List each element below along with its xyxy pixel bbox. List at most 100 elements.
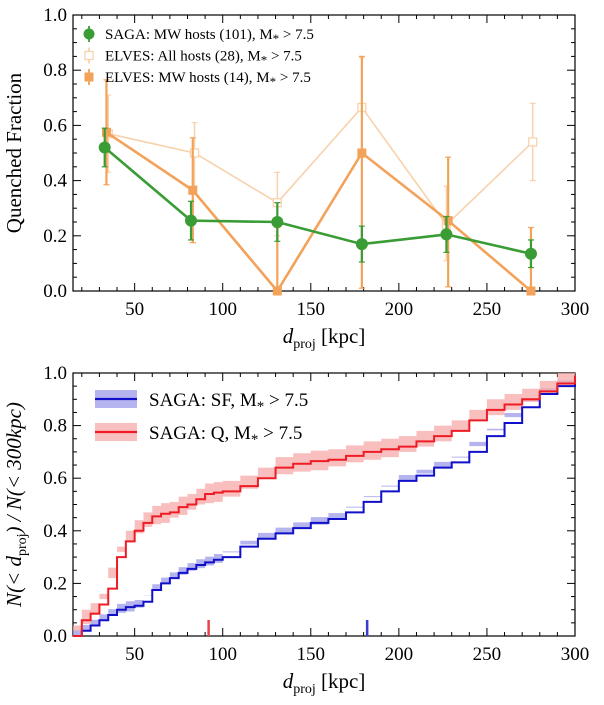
legend-label-subscript: * xyxy=(261,53,268,68)
x-tick-label: 50 xyxy=(125,299,144,320)
x-tick-label: 150 xyxy=(297,299,326,320)
legend-label: SAGA: MW hosts (101), M* > 7.5 xyxy=(105,27,314,46)
legend-label-tail: > 7.5 xyxy=(258,423,302,444)
x-tick-label: 300 xyxy=(561,299,590,320)
x-tick-label: 100 xyxy=(208,299,237,320)
x-axis-label-symbol: d xyxy=(283,324,294,348)
x-tick-label: 200 xyxy=(385,299,414,320)
x-axis-label-unit: [kpc] xyxy=(316,324,366,348)
y-axis-ticks: 0.0 0.2 0.4 0.6 0.8 1.0 xyxy=(43,5,575,302)
y-axis-label-subscript: proj xyxy=(15,533,30,556)
x-axis-label: dproj [kpc] xyxy=(283,324,366,352)
x-tick-label: 150 xyxy=(297,644,326,665)
x-axis-label-symbol: d xyxy=(283,669,294,693)
y-tick-label: 0.4 xyxy=(43,521,67,542)
data-point xyxy=(355,238,368,251)
y-tick-label: 0.8 xyxy=(43,60,67,81)
series-line xyxy=(103,146,532,256)
y-tick-label: 0.6 xyxy=(43,468,67,489)
legend-label-subscript: * xyxy=(270,74,277,89)
confidence-band xyxy=(73,373,575,636)
cumulative-step-line xyxy=(73,375,576,637)
series-1 xyxy=(103,57,538,262)
series-line xyxy=(105,131,532,294)
median-markers xyxy=(207,620,369,636)
legend-label-main: ELVES: All hosts (28), M xyxy=(105,49,261,65)
legend-item: SAGA: SF, M* > 7.5 xyxy=(95,390,308,415)
series-line xyxy=(108,106,534,226)
legend-label-tail: > 7.5 xyxy=(279,27,314,43)
x-tick-label: 200 xyxy=(385,644,414,665)
x-tick-label: 100 xyxy=(208,644,237,665)
data-point xyxy=(524,247,537,260)
data-point xyxy=(528,137,538,147)
cumulative-distribution-panel: 50 100 150 200 250 3000.00.20.40.60.81.0dproj… xyxy=(2,363,589,697)
legend-item: SAGA: Q, M* > 7.5 xyxy=(95,423,302,448)
legend-label-tail: > 7.5 xyxy=(267,49,302,65)
legend-label-main: SAGA: SF, M xyxy=(149,390,257,411)
series-0 xyxy=(98,127,537,269)
legend-marker xyxy=(84,72,94,82)
y-axis-label-pre: N(< d xyxy=(2,556,26,608)
legend-label-tail: > 7.5 xyxy=(276,70,311,86)
legend-label: ELVES: All hosts (28), M* > 7.5 xyxy=(105,49,302,68)
legend-label-subscript: * xyxy=(273,31,280,46)
y-axis-label: Quenched Fraction xyxy=(2,72,26,233)
y-tick-label: 0.2 xyxy=(43,573,67,594)
data-point xyxy=(101,127,111,137)
quenched-fraction-panel: 50 100 150 200 250 300 0.0 0.2 0.4 0.6 0.8 1.0 dproj… xyxy=(2,5,589,352)
series-line-0 xyxy=(73,376,576,637)
data-point xyxy=(443,216,453,226)
y-tick-label: 1.0 xyxy=(43,5,67,26)
legend-item: ELVES: All hosts (28), M* > 7.5 xyxy=(84,47,302,68)
x-axis-label: dproj [kpc] xyxy=(283,669,366,697)
legend-label-subscript: * xyxy=(251,432,259,448)
data-point xyxy=(357,148,367,158)
y-axis-label-post: ) / N(< 300kpc) xyxy=(2,402,26,534)
y-axis-ticks: 0.0 0.2 0.4 0.6 0.8 1.0 xyxy=(43,363,575,647)
series-2 xyxy=(101,55,536,296)
legend-label: SAGA: SF, M* > 7.5 xyxy=(149,390,308,415)
legend-label: ELVES: MW hosts (14), M* > 7.5 xyxy=(105,70,311,89)
x-axis-ticks: 50 100 150 200 250 300 xyxy=(81,15,590,320)
y-tick-label: 0.4 xyxy=(43,171,67,192)
legend-item: ELVES: MW hosts (14), M* > 7.5 xyxy=(84,69,311,89)
data-point xyxy=(271,216,284,228)
legend-label-tail: > 7.5 xyxy=(264,390,308,411)
cumulative-step-line xyxy=(73,376,576,637)
x-tick-label: 250 xyxy=(473,299,502,320)
legend-marker xyxy=(84,50,94,61)
legend-label: SAGA: Q, M* > 7.5 xyxy=(149,423,302,448)
x-axis-label-subscript: proj xyxy=(293,682,316,697)
y-tick-label: 0.2 xyxy=(43,226,67,247)
legend-item: SAGA: MW hosts (101), M* > 7.5 xyxy=(83,26,314,46)
data-point xyxy=(189,148,200,158)
x-axis-label-subscript: proj xyxy=(293,337,316,352)
legend-label-main: ELVES: MW hosts (14), M xyxy=(105,70,270,86)
y-tick-label: 0.0 xyxy=(43,281,67,302)
legend-marker xyxy=(83,28,95,40)
data-point xyxy=(98,141,111,154)
x-axis-label-unit: [kpc] xyxy=(316,669,366,693)
y-tick-label: 1.0 xyxy=(43,363,67,384)
series-line-1 xyxy=(73,375,576,637)
data-point xyxy=(272,286,282,296)
y-tick-label: 0.8 xyxy=(43,416,67,437)
x-tick-label: 50 xyxy=(125,644,144,665)
x-tick-label: 250 xyxy=(473,644,502,665)
series-1 xyxy=(73,373,575,636)
data-point xyxy=(185,214,198,227)
x-tick-label: 300 xyxy=(561,644,590,665)
y-axis-label: N(< dproj) / N(< 300kpc) xyxy=(2,402,30,608)
legend-label-main: SAGA: MW hosts (101), M xyxy=(105,27,273,43)
legend-label-main: SAGA: Q, M xyxy=(149,423,251,444)
data-point xyxy=(440,228,453,241)
data-point xyxy=(188,185,198,195)
legend-label-subscript: * xyxy=(257,399,265,415)
y-tick-label: 0.0 xyxy=(43,626,67,647)
data-point xyxy=(526,286,536,296)
y-tick-label: 0.6 xyxy=(43,115,67,136)
